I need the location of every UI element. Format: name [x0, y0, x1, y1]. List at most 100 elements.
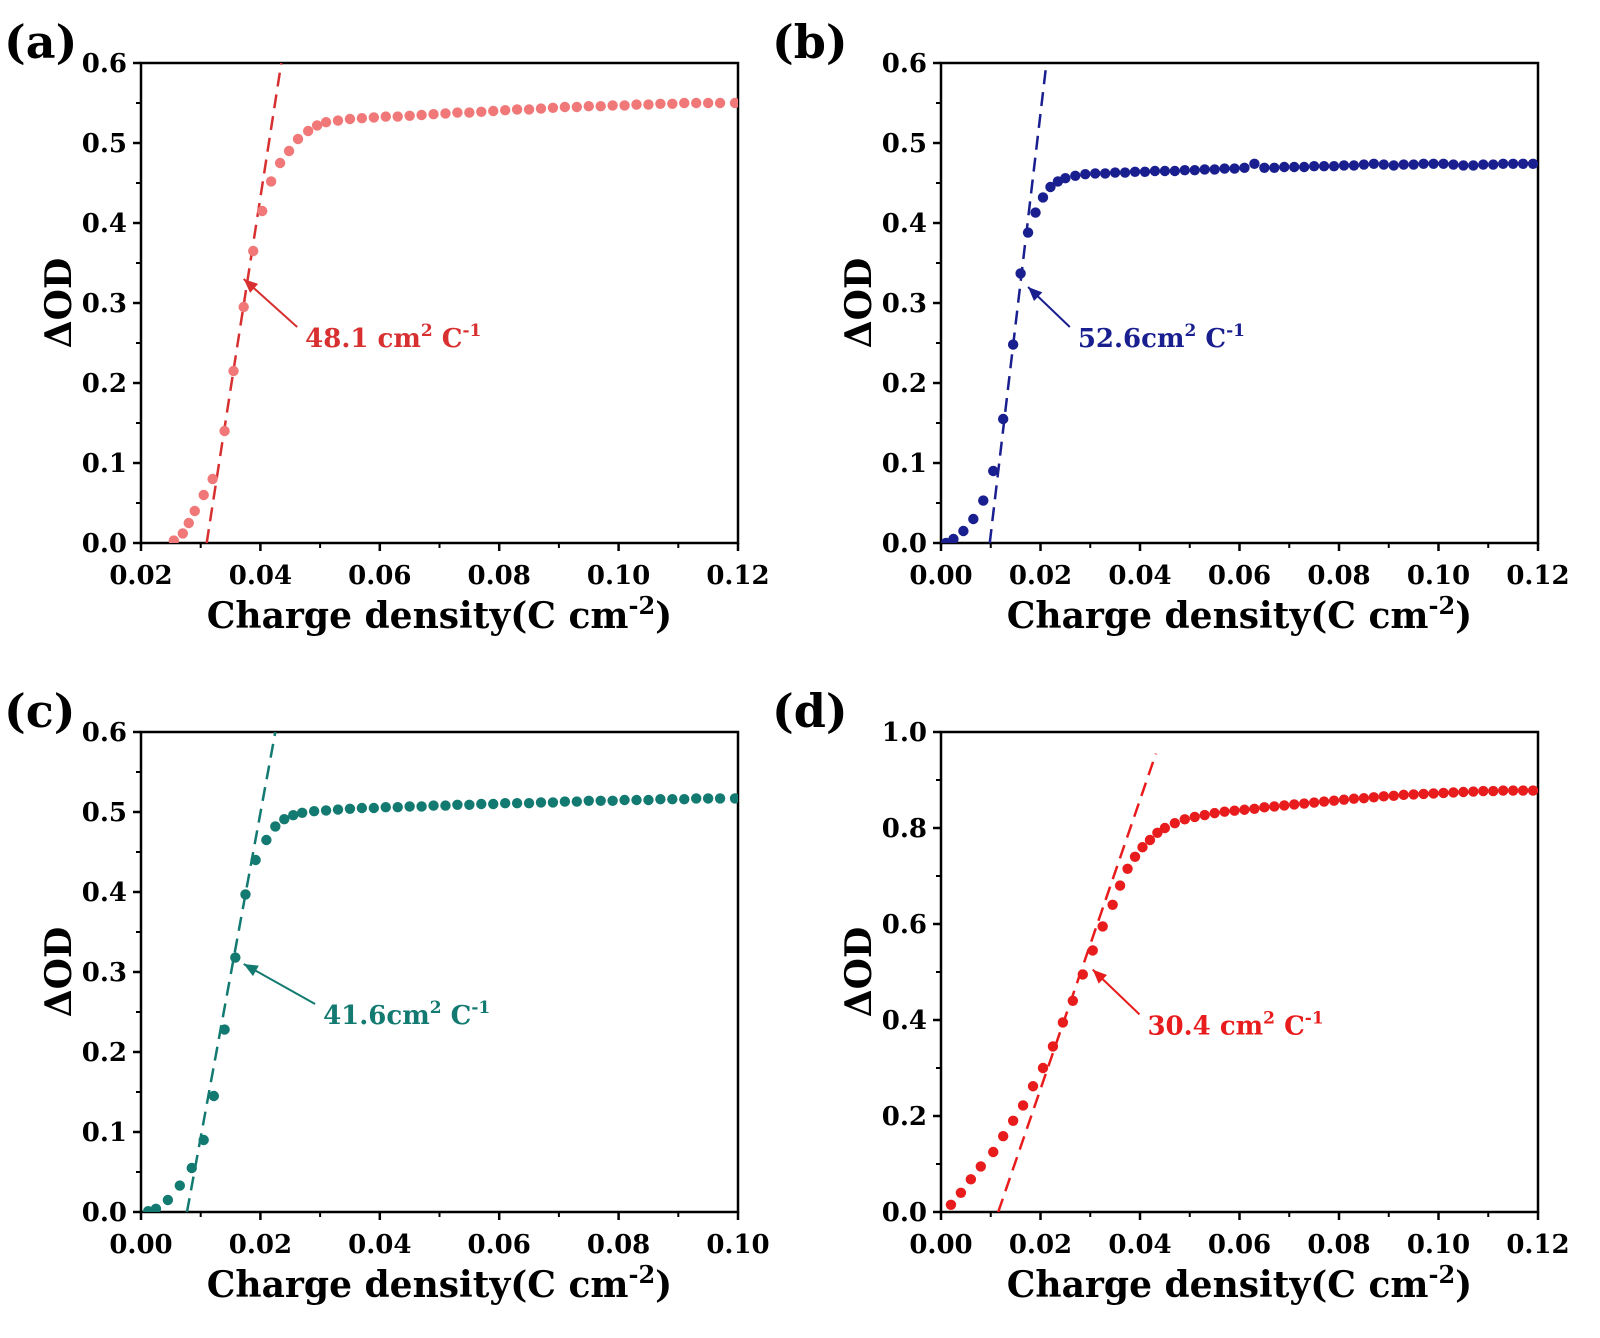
data-point: [240, 889, 251, 900]
y-tick-label: 0.3: [82, 958, 127, 988]
plot-frame: [939, 730, 1540, 1214]
data-point: [1378, 159, 1389, 170]
data-point: [356, 802, 368, 814]
x-tick-label: 0.06: [1208, 1230, 1271, 1260]
data-point: [1269, 162, 1280, 173]
panel-label: (d): [772, 684, 848, 738]
y-tick-label: 0.6: [82, 49, 127, 79]
x-tick-label: 0.00: [909, 1230, 972, 1260]
data-point: [1199, 809, 1210, 821]
data-point: [1070, 170, 1081, 181]
x-axis-title-sup: -2: [628, 591, 655, 620]
slope-value: 52.6cm: [1078, 324, 1185, 354]
slope-unit: C: [433, 324, 463, 354]
data-point: [1229, 805, 1240, 816]
data-point: [1159, 822, 1171, 834]
y-tick-label: 0.6: [882, 49, 927, 79]
data-point: [523, 798, 535, 809]
data-point: [523, 104, 535, 115]
data-point: [679, 794, 690, 805]
data-point: [1239, 804, 1250, 815]
data-point: [499, 105, 511, 116]
data-point: [270, 821, 281, 832]
data-point: [1179, 814, 1190, 825]
data-point: [1328, 161, 1340, 172]
data-point: [288, 810, 299, 821]
x-tick-label: 0.12: [1506, 1230, 1569, 1260]
data-point: [356, 113, 368, 124]
y-tick-label: 0.2: [82, 369, 127, 399]
panel-a: (a) 0.02 0.04 0.06 0.08 0.10 0.12 0.0 0.1 0.2 0.3 0…: [4, 15, 770, 637]
data-point: [1179, 165, 1190, 176]
data-point: [714, 793, 726, 804]
y-tick-label: 0.2: [882, 369, 927, 399]
data-point: [1144, 834, 1156, 846]
data-point: [440, 108, 451, 119]
data-point: [655, 98, 666, 110]
x-tick-label: 0.10: [1407, 1230, 1470, 1260]
y-axis-title: ΔOD: [838, 258, 880, 349]
annotation-arrowhead: [1092, 969, 1107, 984]
data-point: [1338, 794, 1350, 805]
data-point: [1348, 160, 1360, 171]
data-point: [607, 795, 618, 806]
x-tick-label: 0.04: [1108, 561, 1171, 591]
data-point: [955, 1187, 967, 1199]
data-point: [595, 795, 606, 806]
data-point: [1037, 192, 1049, 203]
x-axis-title: Charge density(C cm-2): [1007, 591, 1472, 637]
data-point: [1169, 818, 1181, 829]
data-point: [619, 794, 630, 806]
x-axis-title: Charge density(C cm-2): [207, 591, 672, 637]
data-point: [1468, 160, 1479, 171]
data-point: [283, 145, 295, 157]
data-point: [452, 107, 463, 118]
data-layer: [945, 753, 1538, 1212]
data-point: [404, 110, 415, 122]
data-point: [279, 814, 290, 825]
data-point: [1209, 807, 1220, 819]
data-point: [631, 99, 642, 110]
data-point: [198, 489, 209, 501]
data-point: [1428, 158, 1439, 169]
x-axis-title-close: ): [655, 595, 672, 637]
y-tick-label: 0.5: [82, 129, 127, 159]
slope-unit: C: [1196, 324, 1226, 354]
data-point: [1030, 207, 1041, 218]
y-tick-label: 0.5: [82, 798, 127, 828]
annotation-arrowhead: [243, 964, 259, 977]
data-point: [162, 1194, 174, 1206]
data-point: [702, 793, 714, 804]
data-point: [948, 533, 959, 543]
x-tick-label: 0.04: [348, 1230, 411, 1260]
data-point: [1149, 165, 1161, 177]
fit-line: [997, 753, 1158, 1212]
data-point: [1199, 164, 1210, 175]
data-point: [174, 1180, 186, 1191]
data-point: [208, 1090, 220, 1102]
x-axis-title-main: Charge density(C cm: [207, 1264, 629, 1306]
data-point: [1080, 169, 1091, 180]
data-point: [1119, 167, 1131, 178]
data-point: [189, 505, 200, 517]
y-tick-label: 0.1: [882, 449, 927, 479]
data-point: [1418, 788, 1429, 800]
y-tick-label: 0.4: [882, 1006, 927, 1036]
data-point: [219, 1024, 230, 1035]
data-point: [1097, 921, 1108, 932]
slope-unit-sup: -1: [1226, 321, 1245, 341]
data-point: [428, 109, 439, 120]
data-point: [183, 517, 194, 529]
data-point: [1152, 827, 1163, 838]
y-tick-label: 0.6: [882, 910, 927, 940]
data-point: [1259, 802, 1270, 813]
data-point: [729, 793, 738, 804]
data-point: [1368, 158, 1380, 169]
data-point: [1017, 1100, 1029, 1111]
data-point: [571, 101, 583, 113]
data-point: [1517, 158, 1529, 169]
data-point: [1279, 161, 1290, 173]
data-point: [142, 1206, 154, 1212]
panel-d: (d) 0.00 0.02 0.04 0.06 0.08 0.10 0.12 0.0 0.2 0.4…: [772, 684, 1570, 1306]
y-tick-label: 0.4: [82, 878, 127, 908]
